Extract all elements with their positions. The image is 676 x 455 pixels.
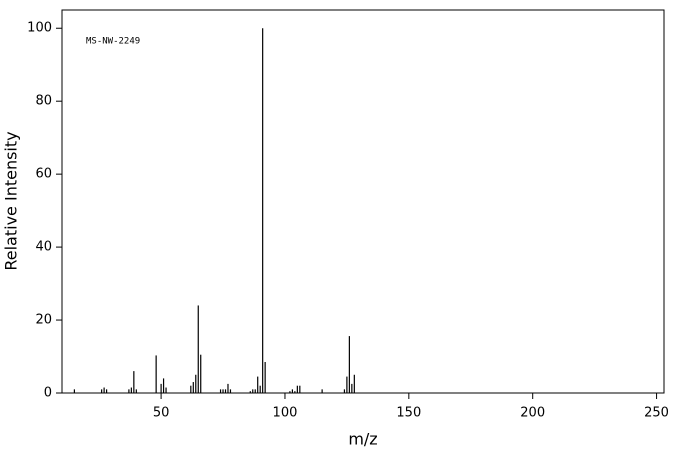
y-tick-label: 60 xyxy=(35,167,52,182)
y-tick-label: 80 xyxy=(35,94,52,109)
y-tick-label: 0 xyxy=(44,386,52,401)
chart-title: MS-NW-2249 xyxy=(86,37,140,47)
x-tick-label: 50 xyxy=(153,406,170,421)
plot-frame xyxy=(61,9,665,394)
x-tick-label: 150 xyxy=(396,406,421,421)
y-tick-label: 40 xyxy=(35,240,52,255)
y-axis-label: Relative Intensity xyxy=(2,131,21,270)
y-tick-label: 20 xyxy=(35,313,52,328)
x-tick-label: 200 xyxy=(520,406,545,421)
x-axis-label: m/z xyxy=(348,430,377,449)
x-tick-label: 250 xyxy=(644,406,669,421)
x-tick-label: 100 xyxy=(273,406,298,421)
y-tick-label: 100 xyxy=(27,21,52,36)
